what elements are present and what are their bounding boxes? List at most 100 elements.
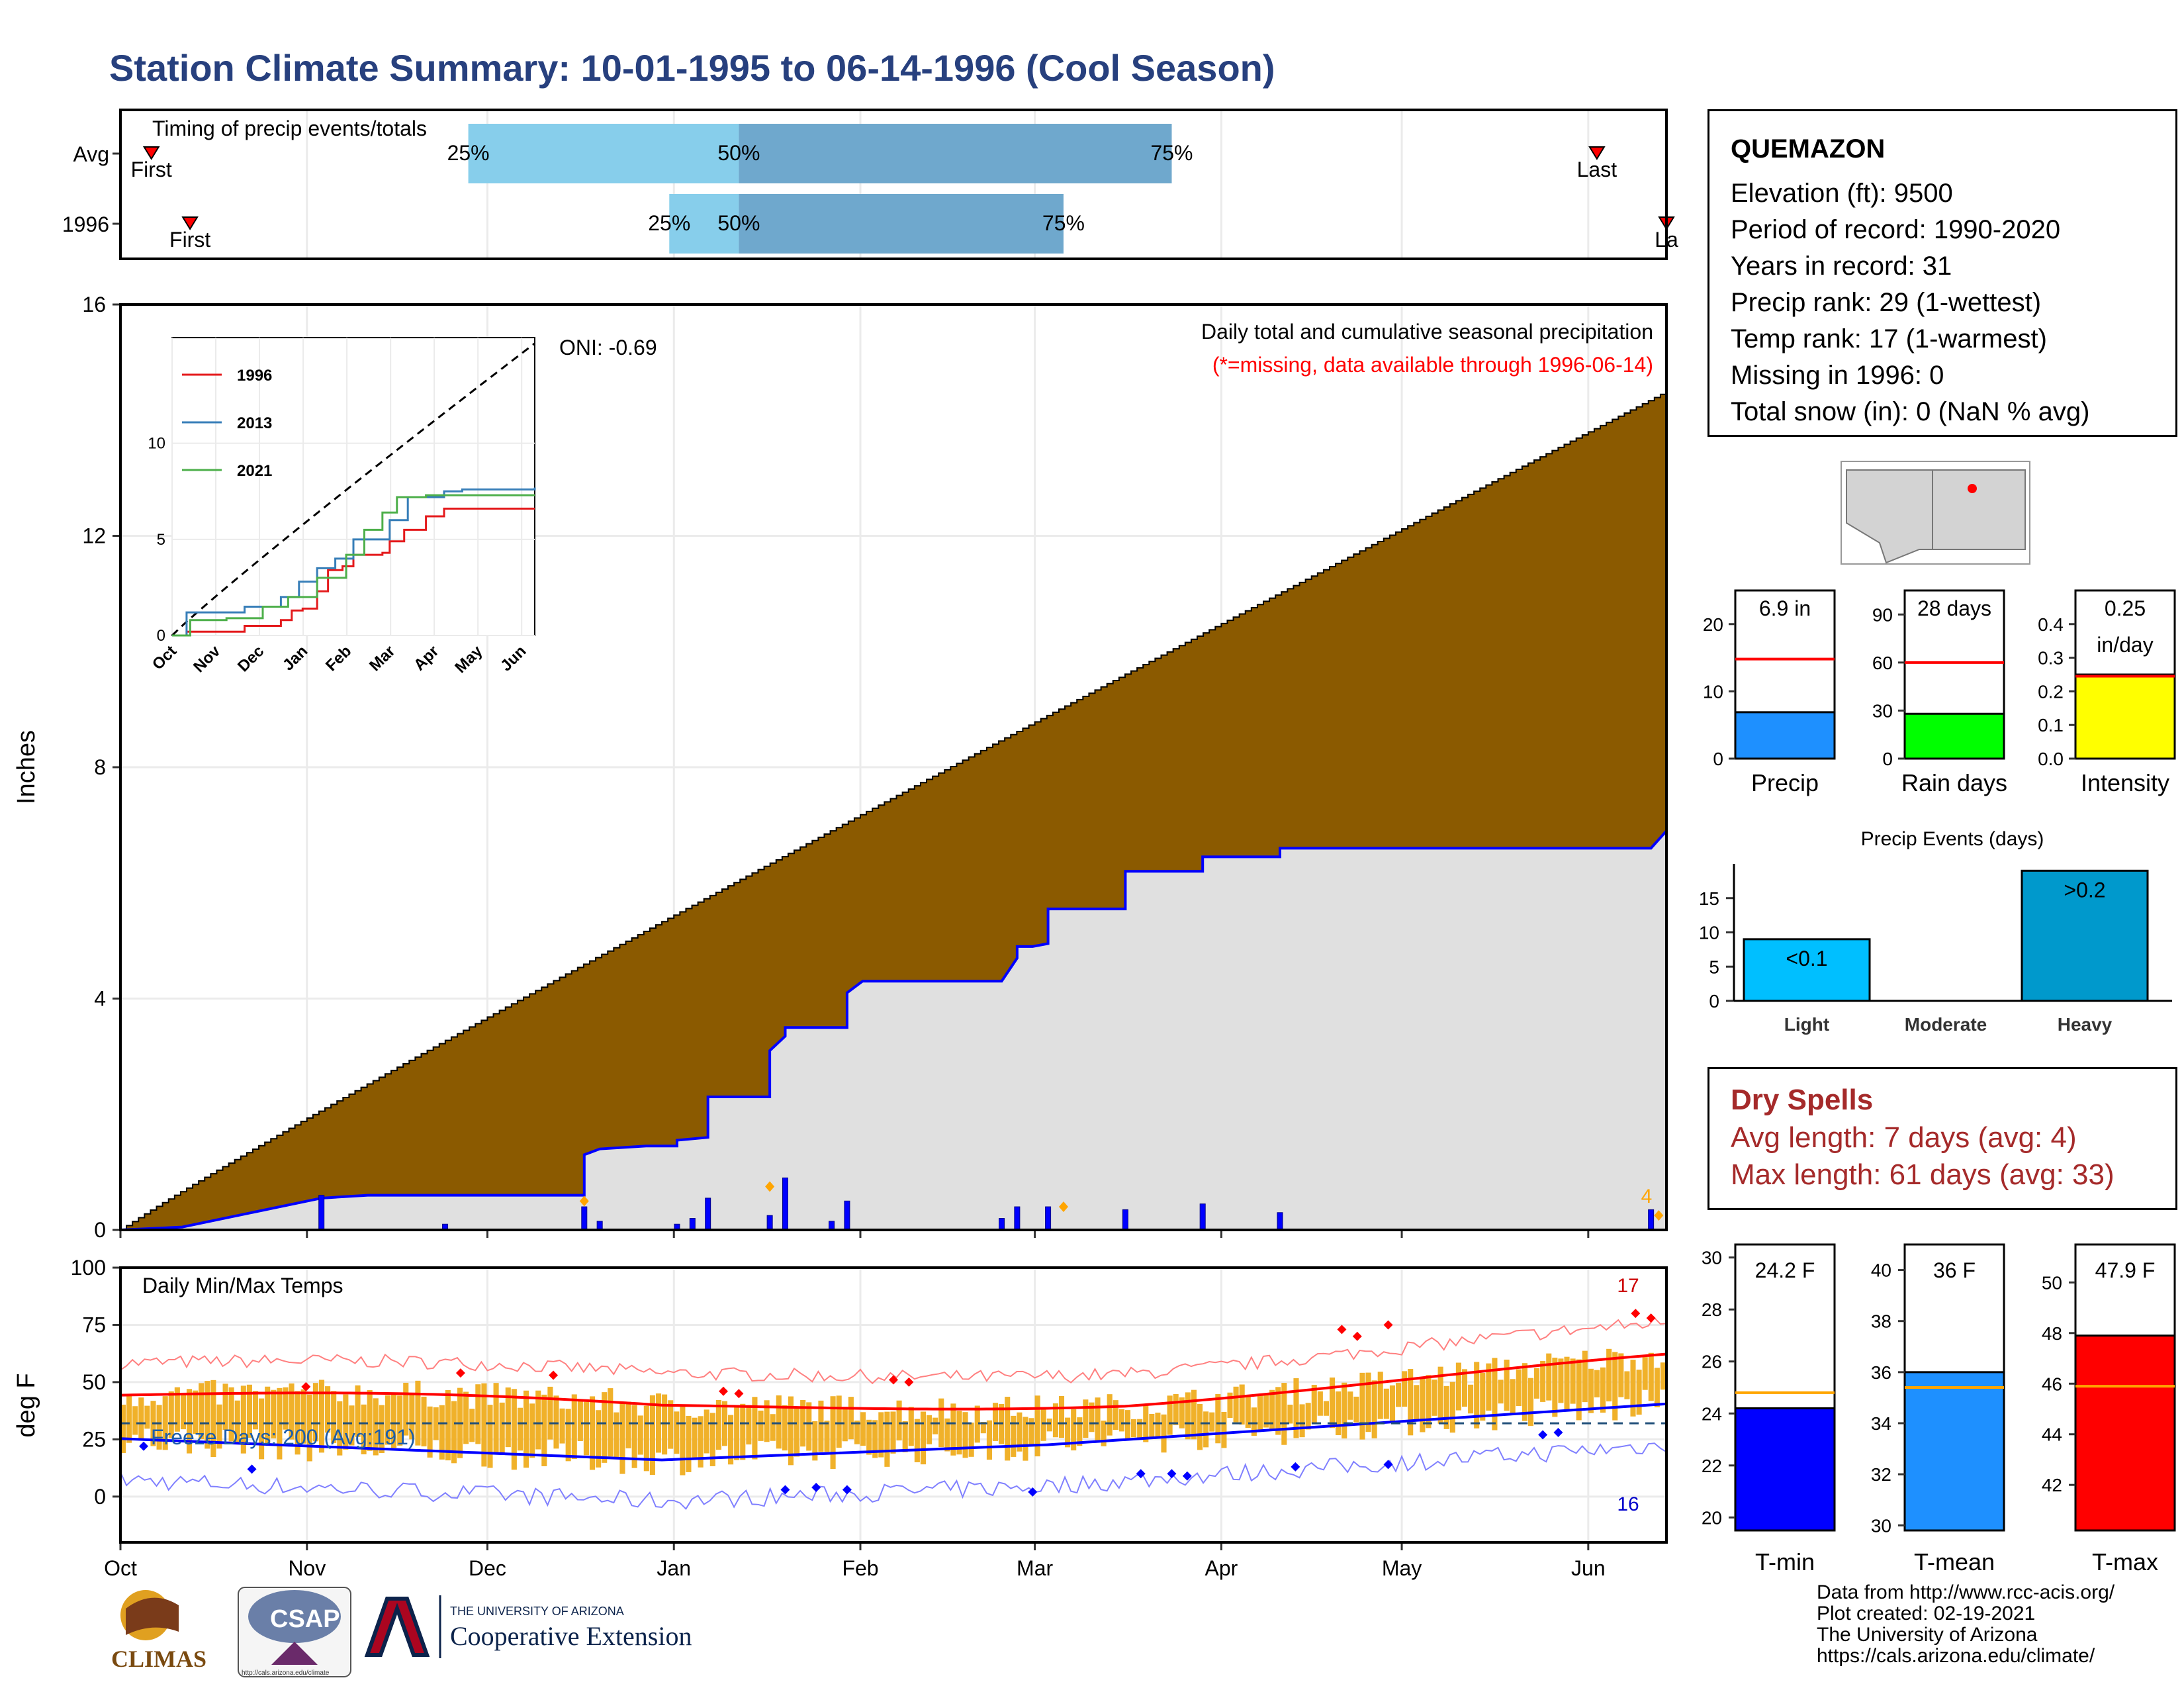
daily-temp-bar [403, 1382, 409, 1436]
station-name: QUEMAZON [1731, 134, 1886, 164]
daily-temp-bar [337, 1401, 343, 1456]
daily-precip-bar [1014, 1206, 1021, 1231]
daily-temp-bar [1058, 1395, 1065, 1438]
temp-gauge-tick-label: 36 [1871, 1362, 1891, 1383]
temp-ytick-label: 25 [82, 1427, 106, 1451]
daily-temp-bar [1359, 1372, 1365, 1440]
precip-gauge-tick-label: 0.4 [2038, 614, 2064, 635]
daily-temp-bar [1426, 1375, 1432, 1429]
first-event-label: First [131, 158, 172, 181]
daily-temp-bar [1329, 1377, 1336, 1429]
daily-temp-bar [818, 1400, 824, 1452]
temp-gauge-tick-label: 20 [1702, 1507, 1722, 1528]
temp-gauge-tick-label: 28 [1702, 1299, 1722, 1320]
daily-temp-bar [866, 1419, 872, 1455]
daily-temp-bar [812, 1421, 818, 1461]
inset-legend-label: 2021 [237, 462, 272, 480]
events-bar [2021, 869, 2149, 1002]
daily-temp-bar [788, 1396, 794, 1466]
daily-temp-bar [246, 1384, 252, 1438]
daily-temp-bar [836, 1395, 842, 1448]
daily-precip-bar [689, 1218, 696, 1231]
daily-temp-bar [758, 1410, 764, 1441]
daily-temp-bar [1468, 1384, 1474, 1414]
daily-temp-bar [1498, 1380, 1504, 1404]
daily-temp-bar [692, 1417, 698, 1458]
precip-gauge-value: 6.9 in [1759, 596, 1811, 620]
record-high-marker [1646, 1313, 1656, 1323]
footer-line: https://cals.arizona.edu/climate/ [1817, 1645, 2095, 1667]
timing-panel-border [119, 109, 1668, 260]
daily-temp-bar [1642, 1357, 1648, 1390]
daily-temp-bar [980, 1422, 986, 1434]
station-elevation: Elevation (ft): 9500 [1731, 179, 1953, 208]
events-ytick-label: 5 [1709, 957, 1719, 977]
daily-temp-bar [1028, 1418, 1034, 1446]
daily-temp-bar [908, 1407, 914, 1446]
record-low-marker [1182, 1471, 1192, 1481]
record-high-marker [549, 1370, 559, 1380]
last-event-label: Last [1577, 158, 1617, 181]
daily-temp-bar [1203, 1411, 1209, 1448]
timing-pct-25: 25% [648, 211, 690, 235]
daily-temp-bar [1263, 1393, 1269, 1428]
daily-temp-bar [433, 1407, 439, 1440]
temp-xtick-label: Jan [657, 1556, 691, 1580]
daily-temp-bar [1636, 1370, 1642, 1415]
record-high-marker [455, 1368, 465, 1378]
station-missing: Missing in 1996: 0 [1731, 361, 1944, 390]
timing-pct-75: 75% [1150, 141, 1193, 165]
logo-strip: CLIMAS CSAP http://cals.arizona.edu/clim… [111, 1587, 692, 1677]
daily-temp-bar [1516, 1369, 1522, 1406]
daily-temp-bar [890, 1411, 896, 1454]
daily-temp-bar [596, 1410, 602, 1468]
temp-ytick-label: 0 [94, 1485, 106, 1509]
precip-panel-border [119, 303, 1668, 1231]
precip-ytick-label: 8 [94, 755, 106, 779]
daily-temp-bar [523, 1390, 529, 1468]
daily-temp-bar [662, 1394, 668, 1455]
daily-temp-bar [933, 1417, 938, 1434]
daily-temp-bar [1293, 1378, 1299, 1438]
daily-precip-bar [1648, 1209, 1655, 1231]
daily-temp-bar [1245, 1394, 1251, 1429]
daily-temp-bar [824, 1421, 830, 1452]
daily-temp-bar [938, 1398, 944, 1448]
daily-temp-bar [1155, 1413, 1161, 1437]
daily-temp-bar [1089, 1402, 1095, 1432]
daily-temp-bar [806, 1402, 812, 1451]
temp-xtick-label: Jun [1571, 1556, 1606, 1580]
dry-spells-box: Dry Spells Avg length: 7 days (avg: 4) M… [1707, 1067, 2177, 1210]
daily-temp-bar [156, 1405, 162, 1450]
precip-max-marker [765, 1181, 775, 1192]
daily-temp-bar [439, 1405, 445, 1460]
daily-temp-bar [1052, 1403, 1058, 1438]
daily-temp-bar [559, 1408, 565, 1444]
daily-temp-bar [1257, 1395, 1263, 1430]
record-high-marker [1337, 1325, 1347, 1335]
daily-temp-bar [1311, 1384, 1317, 1424]
daily-temp-bar [854, 1420, 860, 1444]
daily-temp-bar [1522, 1363, 1527, 1421]
daily-temp-bar [138, 1397, 144, 1441]
last-event-marker [1588, 146, 1606, 160]
daily-temp-bar [1221, 1411, 1227, 1448]
daily-temp-bar [1600, 1367, 1606, 1413]
daily-temp-bar [1606, 1348, 1612, 1402]
temp-xtick-label: May [1382, 1556, 1422, 1580]
daily-temp-bar [830, 1396, 836, 1470]
daily-temp-bar [746, 1405, 752, 1445]
daily-temp-bar [397, 1395, 403, 1446]
daily-temp-bar [655, 1393, 662, 1453]
daily-temp-bar [878, 1412, 884, 1458]
daily-temp-bar [355, 1385, 361, 1437]
daily-temp-bar [1191, 1389, 1197, 1440]
precip-note-missing: (*=missing, data available through 1996-… [1212, 353, 1653, 377]
events-title: Precip Events (days) [1861, 828, 2044, 850]
daily-temp-bar [1660, 1362, 1666, 1390]
daily-temp-bar [409, 1395, 415, 1440]
station-precip-rank: Precip rank: 29 (1-wettest) [1731, 288, 2042, 317]
daily-temp-bar [1582, 1350, 1588, 1403]
inset-series-line [172, 494, 535, 637]
record-low-marker [1553, 1428, 1563, 1437]
